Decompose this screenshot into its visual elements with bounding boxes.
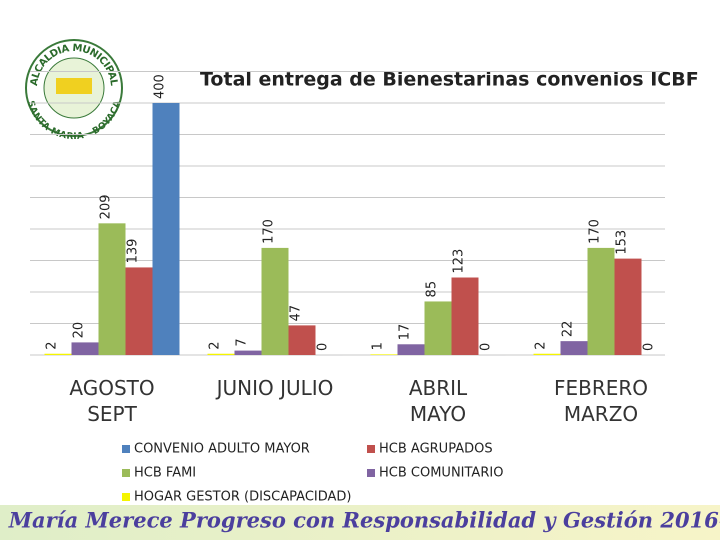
bar <box>560 341 588 355</box>
data-label: 47 <box>289 305 304 322</box>
legend-swatch <box>367 445 375 453</box>
footer: Santa María Merece Progreso con Responsa… <box>0 508 720 533</box>
bar <box>44 353 72 355</box>
data-label: 2 <box>208 341 223 349</box>
data-label: 153 <box>615 230 630 255</box>
bar <box>234 350 262 355</box>
data-label: 0 <box>479 343 494 351</box>
legend-swatch <box>122 493 130 501</box>
bar <box>261 247 289 355</box>
x-tick-label: ABRIL MAYO <box>408 376 468 426</box>
legend-label: CONVENIO ADULTO MAYOR <box>134 442 310 457</box>
bar <box>397 344 425 355</box>
logo: ALCALDIA MUNICIPAL SANTA MARIA - BOYACA <box>25 39 123 142</box>
legend-swatch <box>122 445 130 453</box>
legend-label: HOGAR GESTOR (DISCAPACIDAD) <box>134 490 352 505</box>
legend-label: HCB COMUNITARIO <box>379 466 503 481</box>
data-label: 0 <box>316 343 331 351</box>
data-label: 170 <box>262 219 277 244</box>
data-label: 2 <box>45 341 60 349</box>
bar <box>125 267 153 355</box>
bar <box>533 353 561 355</box>
bar <box>424 301 452 355</box>
x-tick-label: JUNIO JULIO <box>216 376 334 400</box>
bar <box>288 325 316 355</box>
data-label: 22 <box>561 321 576 338</box>
data-label: 17 <box>398 324 413 341</box>
data-label: 0 <box>642 343 657 351</box>
legend-label: HCB FAMI <box>134 466 196 481</box>
data-label: 209 <box>99 195 114 220</box>
x-tick-label: FEBRERO MARZO <box>553 376 649 426</box>
bar <box>614 258 642 355</box>
data-label: 1 <box>371 342 386 350</box>
legend-label: HCB AGRUPADOS <box>379 442 493 457</box>
bar <box>370 354 398 355</box>
legend-swatch <box>367 469 375 477</box>
bar <box>71 342 99 355</box>
data-label: 85 <box>425 281 440 298</box>
data-label: 400 <box>153 74 168 99</box>
chart-title: Total entrega de Bienestarinas convenios… <box>200 69 699 91</box>
bar <box>207 353 235 355</box>
bar <box>451 277 479 355</box>
data-label: 170 <box>588 219 603 244</box>
data-label: 20 <box>72 322 87 339</box>
footer-band <box>0 505 720 540</box>
legend-swatch <box>122 469 130 477</box>
bar <box>98 223 126 355</box>
data-label: 139 <box>126 239 141 264</box>
data-label: 7 <box>235 338 250 346</box>
bar <box>152 103 180 355</box>
bar <box>587 247 615 355</box>
x-tick-label: AGOSTO SEPT <box>69 376 155 426</box>
data-label: 2 <box>534 341 549 349</box>
data-label: 123 <box>452 249 467 274</box>
